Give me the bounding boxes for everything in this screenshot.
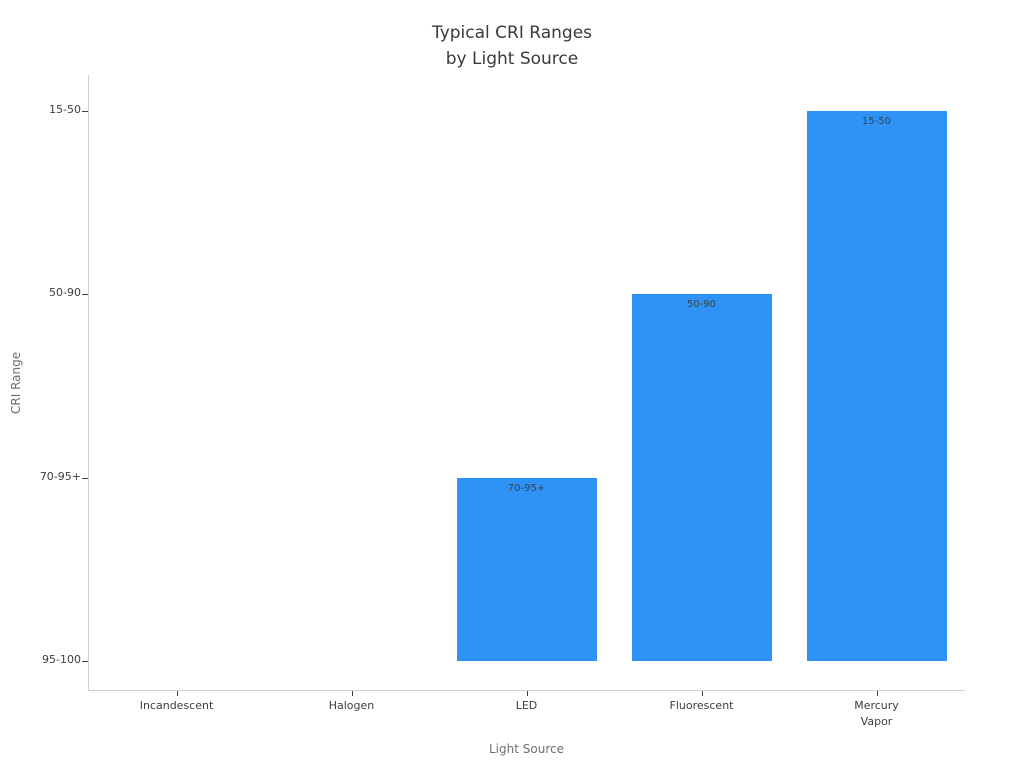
x-axis-label: Light Source (489, 742, 564, 756)
y-tick-label: 95-100 (42, 653, 81, 666)
bar-value-label: 70-95+ (507, 482, 546, 494)
x-tick-label: Mercury Vapor (854, 699, 899, 728)
bar-led (456, 477, 597, 661)
chart-title: Typical CRI Ranges by Light Source (0, 20, 1024, 72)
x-axis-spine (88, 690, 965, 691)
x-tick-mark (176, 691, 178, 696)
y-tick-mark (82, 477, 88, 479)
x-tick-mark (701, 691, 703, 696)
x-tick-mark (876, 691, 878, 696)
y-axis-spine (88, 75, 89, 691)
y-axis-label: CRI Range (9, 351, 23, 414)
y-tick-label: 70-95+ (39, 469, 81, 483)
y-tick-label: 50-90 (49, 286, 81, 299)
chart-title-line1: Typical CRI Ranges (431, 23, 593, 43)
x-tick-mark (351, 691, 353, 696)
y-tick-label: 15-50 (49, 102, 81, 116)
bar-mercury-vapor (806, 110, 947, 661)
x-tick-label: Incandescent (139, 699, 214, 712)
chart-title-line2: by Light Source (445, 49, 579, 69)
bar-value-label: 15-50 (861, 115, 892, 127)
bar-value-label: 50-90 (686, 299, 717, 310)
y-tick-mark (82, 294, 88, 295)
y-tick-mark (82, 110, 88, 112)
x-tick-label: LED (515, 699, 538, 712)
x-tick-label: Halogen (328, 699, 375, 712)
bar-fluorescent (631, 294, 772, 661)
x-tick-label: Fluorescent (669, 699, 734, 712)
y-tick-mark (82, 661, 88, 662)
x-tick-mark (526, 691, 528, 696)
plot-area: 70-95+ 50-90 15-50 (89, 75, 964, 690)
